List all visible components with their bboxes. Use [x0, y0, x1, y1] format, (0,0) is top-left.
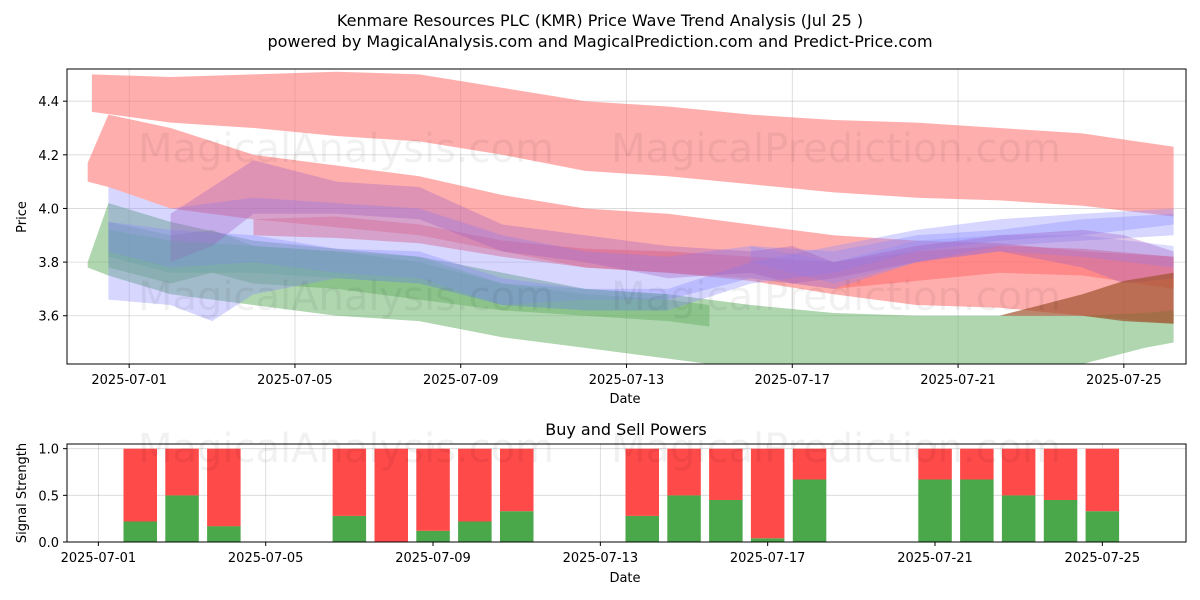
buy-bar [667, 495, 701, 542]
price-xtick-label: 2025-07-13 [589, 373, 665, 388]
price-xtick-label: 2025-07-09 [423, 373, 499, 388]
price-xlabel: Date [609, 392, 640, 407]
brown-band [999, 272, 1174, 324]
signal-xtick-label: 2025-07-25 [1065, 551, 1141, 566]
sell-bar [458, 448, 492, 522]
watermark-top-right: MagicalPrediction.com [611, 126, 1061, 172]
sell-bar [1043, 448, 1078, 500]
price-bands [87, 71, 1174, 364]
red-upper-band [91, 71, 1174, 217]
watermark-top-left: MagicalAnalysis.com [138, 126, 554, 172]
buy-bar [1043, 500, 1078, 542]
signal-xtick-label: 2025-07-05 [228, 551, 304, 566]
sell-bar [667, 448, 701, 496]
buy-bar [792, 479, 827, 542]
signal-ticks: 2025-07-01 2025-07-05 2025-07-09 2025-07-13… [38, 443, 1140, 566]
sell-bar [625, 448, 659, 516]
price-chart: MagicalAnalysis.com MagicalPrediction.co… [15, 68, 1187, 407]
price-ytick-label: 3.8 [38, 256, 59, 271]
buy-bar [416, 530, 450, 542]
price-ytick-label: 4.0 [38, 202, 59, 217]
watermark-mid-right: MagicalPrediction.com [611, 274, 1061, 320]
buy-bar [332, 515, 367, 542]
signal-axes-frame [66, 443, 1187, 543]
signal-xtick-label: 2025-07-13 [563, 551, 639, 566]
sell-bar [1085, 448, 1120, 512]
buy-bar [1085, 511, 1120, 542]
red-low-band [253, 216, 1174, 289]
price-ytick-label: 4.2 [38, 149, 59, 164]
price-xtick-label: 2025-07-25 [1086, 373, 1162, 388]
buy-bar [458, 521, 492, 542]
buy-bar [750, 538, 785, 542]
price-xtick-label: 2025-07-21 [920, 373, 996, 388]
signal-ylabel: Signal Strength [15, 443, 30, 543]
buy-bar [123, 521, 157, 542]
purple-band [170, 160, 1174, 284]
signal-ytick-label: 1.0 [38, 443, 59, 458]
signal-xtick-label: 2025-07-17 [730, 551, 806, 566]
sell-bar [750, 448, 785, 539]
buy-bar [165, 495, 199, 542]
chart-title: Kenmare Resources PLC (KMR) Price Wave T… [337, 11, 863, 30]
price-ticks: 2025-07-01 2025-07-05 2025-07-09 2025-07-13… [38, 95, 1161, 388]
sell-bar [918, 448, 952, 480]
buy-bar [207, 526, 241, 542]
signal-xtick-label: 2025-07-01 [61, 551, 137, 566]
sell-bar [123, 448, 157, 522]
price-xtick-label: 2025-07-17 [754, 373, 830, 388]
buy-bar [709, 500, 743, 542]
sell-bar [332, 448, 367, 516]
buy-bar [918, 479, 952, 542]
signal-chart-title: Buy and Sell Powers [545, 420, 707, 439]
sell-bar [1001, 448, 1036, 496]
price-ylabel: Price [15, 201, 30, 233]
green-upper-band [108, 221, 710, 327]
signal-ytick-label: 0.5 [38, 489, 59, 504]
watermark-bottom-left: MagicalAnalysis.com [138, 426, 554, 472]
price-xtick-label: 2025-07-01 [91, 373, 167, 388]
signal-xtick-label: 2025-07-09 [395, 551, 471, 566]
signal-xtick-label: 2025-07-21 [897, 551, 973, 566]
blue-band-3 [750, 235, 1174, 284]
price-xtick-label: 2025-07-05 [257, 373, 333, 388]
buy-bar [1001, 495, 1036, 542]
sell-bar [207, 448, 241, 527]
green-main-band [87, 203, 1174, 364]
buy-bar [625, 515, 659, 542]
sell-bar [709, 448, 743, 500]
sell-bar [416, 448, 450, 531]
sell-bar [165, 448, 199, 496]
sell-bar [500, 448, 534, 512]
signal-xlabel: Date [609, 571, 640, 586]
buy-bar [500, 511, 534, 542]
signal-chart: Buy and Sell Powers MagicalAnalysis.com … [15, 420, 1187, 586]
sell-bar [792, 448, 827, 480]
signal-ytick-label: 0.0 [38, 536, 59, 551]
chart-subtitle: powered by MagicalAnalysis.com and Magic… [267, 32, 932, 51]
teal-band [108, 229, 668, 311]
sell-bar [960, 448, 994, 480]
price-ytick-label: 4.4 [38, 95, 59, 110]
blue-band-2 [108, 208, 1174, 311]
blue-band-1 [108, 187, 1174, 322]
watermark-bottom-right: MagicalPrediction.com [611, 426, 1061, 472]
price-ytick-label: 3.6 [38, 310, 59, 325]
sell-bar [374, 448, 408, 542]
buy-bar [960, 479, 994, 542]
watermark-mid-left: MagicalAnalysis.com [138, 274, 554, 320]
signal-bars [123, 448, 1120, 542]
